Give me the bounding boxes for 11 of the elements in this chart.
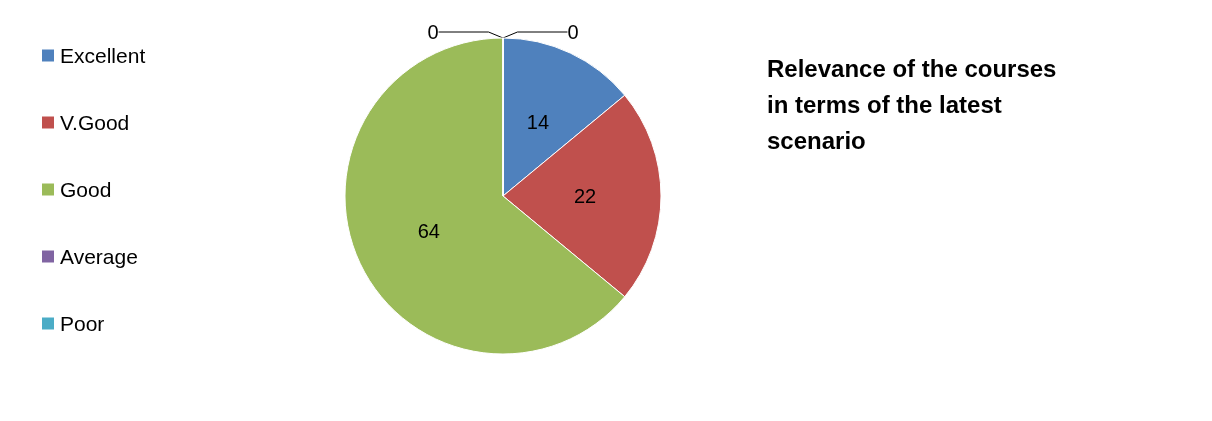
legend-label: Average <box>60 245 138 268</box>
data-label: 64 <box>417 219 440 242</box>
legend-label: V.Good <box>60 111 130 134</box>
text: 0 <box>427 21 439 43</box>
legend-label: Poor <box>60 312 105 335</box>
legend-label: Good <box>60 178 112 201</box>
text: 0 <box>567 21 579 43</box>
data-label: 22 <box>573 185 597 207</box>
text: Relevance of the courses in terms of the latest scenario <box>767 54 1064 154</box>
legend-label: Excellent <box>60 44 146 67</box>
data-label: 14 <box>526 110 550 133</box>
